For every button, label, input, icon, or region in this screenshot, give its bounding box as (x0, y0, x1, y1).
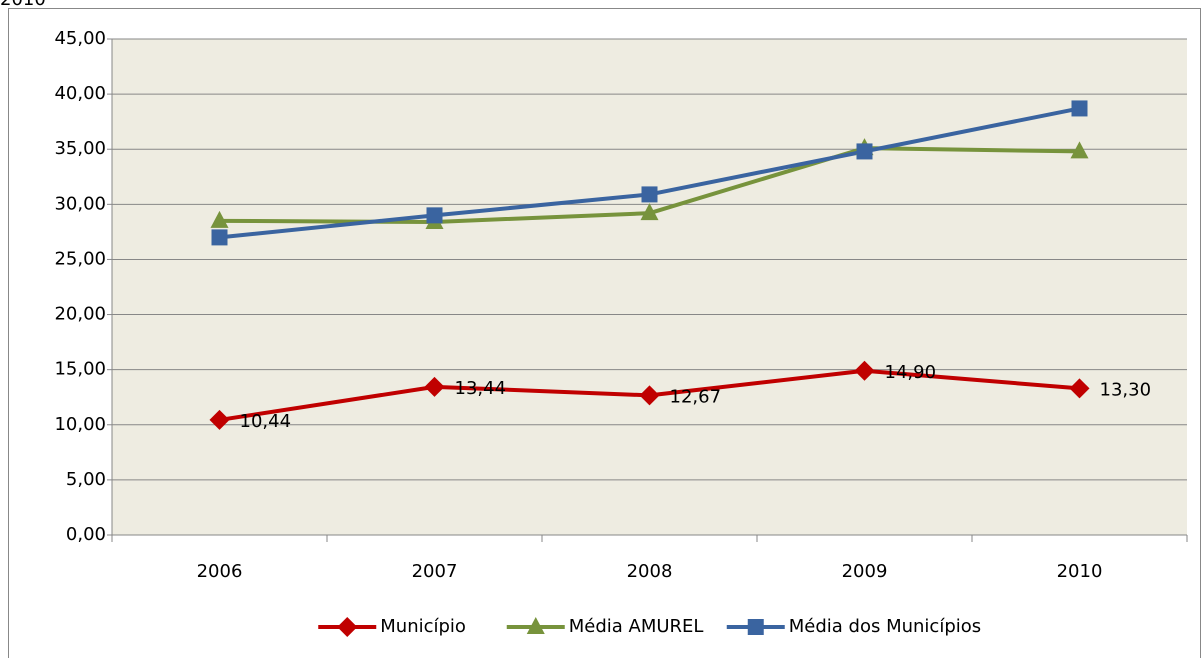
marker-diamond (337, 617, 358, 637)
data-label: 13,44 (455, 378, 507, 399)
legend-label: Média dos Municípios (789, 616, 981, 637)
x-tick-label: 2007 (412, 561, 458, 582)
marker-square (426, 207, 443, 224)
data-label: 13,30 (1100, 379, 1152, 400)
marker-triangle (1070, 141, 1089, 159)
legend-item: Média dos Municípios (726, 616, 981, 637)
marker-square (747, 619, 764, 635)
y-tick-label: 30,00 (54, 193, 106, 214)
marker-diamond (1069, 378, 1090, 399)
marker-diamond (639, 385, 660, 406)
marker-triangle (526, 617, 545, 634)
y-tick-label: 40,00 (54, 83, 106, 104)
y-tick-label: 5,00 (66, 469, 106, 490)
y-tick-label: 35,00 (54, 138, 106, 159)
legend-label: Município (380, 616, 466, 637)
y-tick-label: 20,00 (54, 304, 106, 325)
marker-square (211, 229, 228, 246)
data-label: 10,44 (240, 411, 292, 432)
marker-triangle (210, 210, 229, 228)
marker-square (1071, 100, 1088, 117)
plot-area (112, 39, 1187, 535)
y-tick-label: 10,00 (54, 414, 106, 435)
y-tick-label: 45,00 (54, 28, 106, 49)
legend-item: Município (318, 616, 466, 637)
y-tick-label: 0,00 (66, 524, 106, 545)
x-tick-label: 2008 (627, 561, 673, 582)
marker-diamond (854, 360, 875, 381)
x-tick-label: 2009 (842, 561, 888, 582)
marker-square (641, 186, 658, 203)
x-tick-label: 2006 (197, 561, 243, 582)
marker-diamond (424, 376, 445, 397)
marker-triangle (640, 203, 659, 221)
data-label: 14,90 (885, 362, 937, 383)
legend-item: Média AMUREL (506, 616, 704, 637)
legend-label: Média AMUREL (569, 616, 704, 637)
y-tick-label: 15,00 (54, 359, 106, 380)
y-tick-label: 25,00 (54, 248, 106, 269)
data-label: 12,67 (670, 386, 722, 407)
marker-square (856, 143, 873, 160)
x-tick-label: 2010 (1057, 561, 1103, 582)
caption: 2010 (0, 0, 46, 10)
marker-diamond (209, 409, 230, 430)
